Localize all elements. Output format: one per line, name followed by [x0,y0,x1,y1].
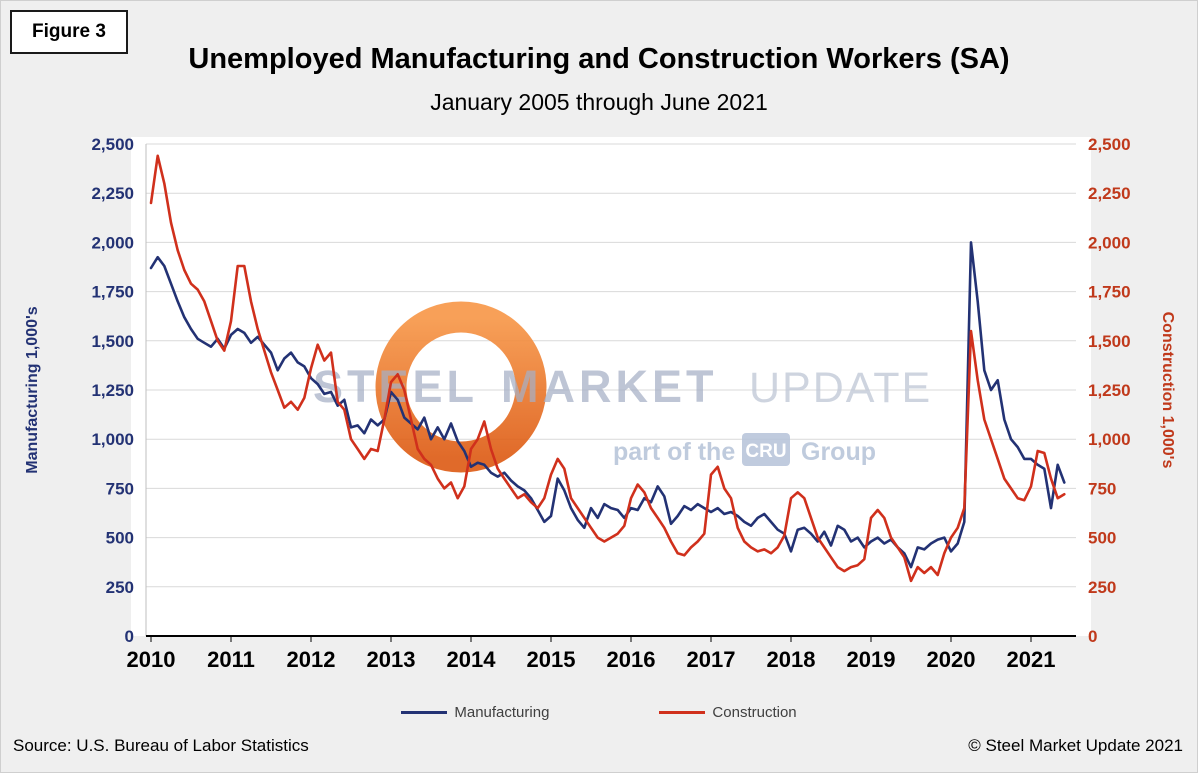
legend-item-construction: Construction [659,704,797,721]
left-y-tick-label: 0 [125,627,134,646]
right-y-tick-label: 1,500 [1088,332,1131,351]
right-y-tick-label: 1,000 [1088,430,1131,449]
legend-item-manufacturing: Manufacturing [401,704,549,721]
legend-label: Manufacturing [454,704,550,721]
copyright-text: © Steel Market Update 2021 [968,736,1183,755]
manufacturing-series-line [149,241,1066,569]
left-axis-title: Manufacturing 1,000's [24,306,41,474]
plot-grid-and-axes: 0 0 250 250 500 500 750 750 1,000 1,000 1,250 1,250… [91,135,1130,672]
legend-swatch [659,711,706,714]
left-y-tick-label: 1,500 [91,332,134,351]
watermark-market: MARKET [501,361,717,412]
chart-subtitle: January 2005 through June 2021 [430,89,768,115]
left-y-tick-label: 1,750 [91,283,134,302]
watermark-group-word: Group [801,438,876,466]
right-y-tick-label: 750 [1088,479,1116,498]
right-axis-title: Construction 1,000's [1159,312,1176,469]
left-y-tick-label: 2,500 [91,135,134,154]
figure-label: Figure 3 [10,10,128,54]
watermark-part-of-the: part of the [613,438,735,466]
x-tick-label: 2017 [687,647,736,672]
construction-series-line [149,154,1066,583]
right-y-tick-label: 1,250 [1088,381,1131,400]
x-tick-label: 2014 [447,647,497,672]
right-y-tick-label: 250 [1088,578,1116,597]
plot-background [131,137,1091,636]
cru-logo-text: CRU [745,441,786,462]
x-tick-label: 2010 [127,647,176,672]
left-y-tick-label: 1,000 [91,430,134,449]
x-tick-label: 2013 [367,647,416,672]
source-text: Source: U.S. Bureau of Labor Statistics [13,736,309,755]
x-tick-label: 2021 [1007,647,1056,672]
x-tick-label: 2020 [927,647,976,672]
watermark-update: UPDATE [749,364,932,412]
x-tick-label: 2018 [767,647,816,672]
left-y-tick-label: 750 [106,479,134,498]
left-y-tick-label: 500 [106,529,134,548]
left-y-tick-label: 250 [106,578,134,597]
right-y-tick-label: 1,750 [1088,283,1131,302]
x-tick-label: 2016 [607,647,656,672]
left-y-tick-label: 2,250 [91,184,134,203]
right-y-tick-label: 2,250 [1088,184,1131,203]
x-tick-label: 2011 [207,647,255,672]
chart-title: Unemployed Manufacturing and Constructio… [188,43,1010,75]
watermark: STEEL MARKET UPDATE part of the CRU Grou… [313,301,932,473]
chart-legend: Manufacturing Construction [1,704,1197,721]
x-tick-label: 2015 [527,647,576,672]
right-y-tick-label: 500 [1088,529,1116,548]
right-y-tick-label: 2,500 [1088,135,1131,154]
right-y-tick-label: 0 [1088,627,1097,646]
x-tick-label: 2019 [847,647,896,672]
x-tick-label: 2012 [287,647,336,672]
legend-swatch [401,711,448,714]
left-y-tick-label: 2,000 [91,233,134,252]
cru-logo-box [742,433,790,466]
right-y-tick-label: 2,000 [1088,233,1131,252]
legend-label: Construction [712,704,797,721]
left-y-tick-label: 1,250 [91,381,134,400]
